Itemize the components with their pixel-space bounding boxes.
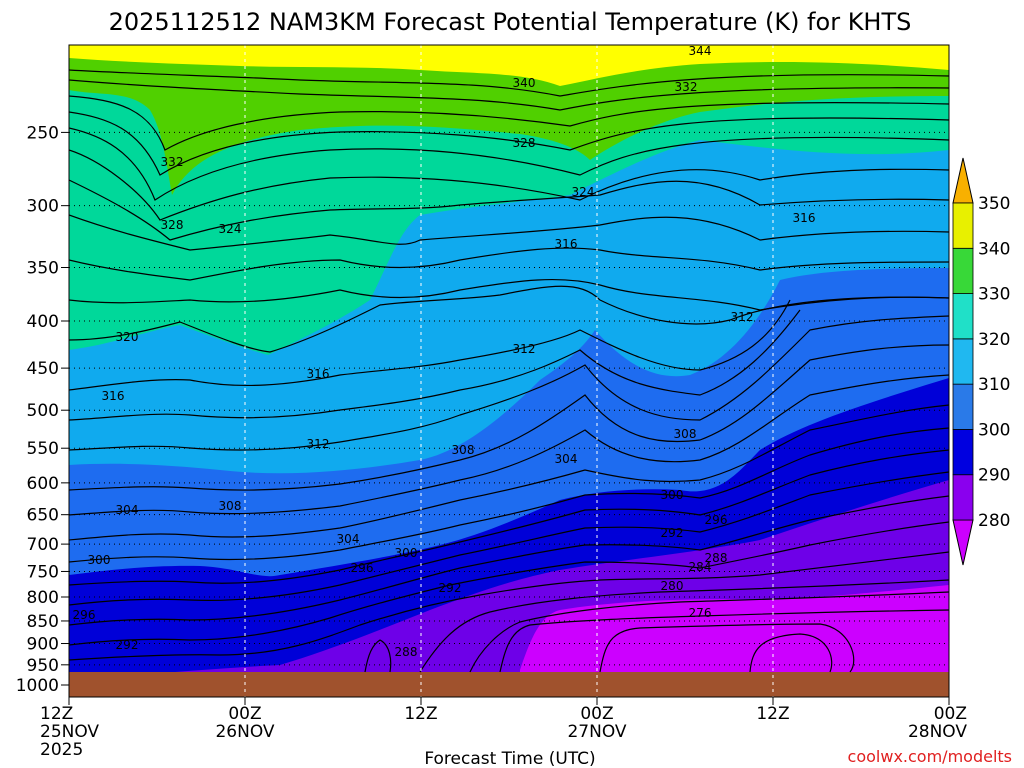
band-below-280 <box>520 585 949 697</box>
contour-label: 292 <box>116 638 139 652</box>
contour-label: 340 <box>513 76 536 90</box>
x-tick-label: 27NOV <box>567 722 626 742</box>
x-tick-label: 12Z <box>40 704 73 724</box>
x-tick-label: 00Z <box>580 704 613 724</box>
contour-label: 308 <box>219 499 242 513</box>
x-axis-title: Forecast Time (UTC) <box>424 749 595 768</box>
y-tick-label: 500 <box>27 401 59 421</box>
y-tick-label: 650 <box>27 506 59 526</box>
contour-label: 288 <box>395 645 418 659</box>
x-tick-label: 12Z <box>756 704 789 724</box>
contour-label: 308 <box>674 427 697 441</box>
y-tick-label: 250 <box>27 123 59 143</box>
chart-title: 2025112512 NAM3KM Forecast Potential Tem… <box>109 8 912 36</box>
contour-label: 292 <box>661 526 684 540</box>
contour-label: 300 <box>395 546 418 560</box>
colorbar-segment <box>952 383 974 430</box>
ground-surface <box>69 672 949 697</box>
contour-label: 288 <box>705 551 728 565</box>
contour-label: 308 <box>452 443 475 457</box>
colorbar-label: 320 <box>978 330 1010 350</box>
y-tick-label: 800 <box>27 588 59 608</box>
y-tick-label: 400 <box>27 312 59 332</box>
contour-label: 304 <box>555 452 578 466</box>
plot-area <box>69 45 949 697</box>
contour-label: 304 <box>337 532 360 546</box>
colorbar-segment <box>952 474 974 521</box>
plot-frame <box>68 44 950 698</box>
contour-label: 296 <box>705 513 728 527</box>
x-tick-label: 2025 <box>40 740 83 760</box>
contour-label: 312 <box>307 437 330 451</box>
contour-label: 324 <box>219 222 242 236</box>
credit-text: coolwx.com/modelts <box>848 747 1012 766</box>
colorbar-segment <box>952 293 974 340</box>
contour-label: 332 <box>675 80 698 94</box>
y-tick-label: 1000 <box>16 676 59 696</box>
y-tick-label: 550 <box>27 439 59 459</box>
contour-label: 320 <box>116 330 139 344</box>
y-axis: 250 300 350 400 450 500 550 600 650 700 750 800 850 9… <box>16 123 69 696</box>
contour-label: 316 <box>793 211 816 225</box>
colorbar-segment <box>952 429 974 476</box>
x-tick-label: 26NOV <box>215 722 274 742</box>
y-tick-label: 700 <box>27 535 59 555</box>
contour-label: 316 <box>307 367 330 381</box>
x-tick-label: 12Z <box>404 704 437 724</box>
y-tick-label: 850 <box>27 612 59 632</box>
colorbar-arrow-top <box>952 157 974 204</box>
grid-lines <box>69 45 949 697</box>
colorbar-segment <box>952 247 974 294</box>
colorbar-label: 300 <box>978 420 1010 440</box>
y-tick-label: 600 <box>27 474 59 494</box>
x-tick-label: 28NOV <box>908 722 967 742</box>
contour-label: 296 <box>73 608 96 622</box>
colorbar-label: 280 <box>978 511 1010 531</box>
x-tick-label: 00Z <box>934 704 967 724</box>
contour-label: 304 <box>116 503 139 517</box>
contour-label: 344 <box>689 44 712 58</box>
contour-label: 324 <box>572 185 595 199</box>
contour-label: 328 <box>161 218 184 232</box>
contour-label: 316 <box>555 237 578 251</box>
colorbar-segment <box>952 338 974 385</box>
x-tick-label: 25NOV <box>40 722 99 742</box>
contour-lines <box>69 69 949 673</box>
contour-label: 276 <box>689 606 712 620</box>
y-tick-label: 750 <box>27 562 59 582</box>
y-tick-label: 900 <box>27 635 59 655</box>
colorbar-label: 340 <box>978 239 1010 259</box>
colorbar-arrow-bottom <box>952 519 974 566</box>
contour-label: 296 <box>351 561 374 575</box>
colorbar: 280 290 300 310 320 330 340 350 <box>952 157 1010 566</box>
contour-label-group: 344 340 332 332 328 324 328 324 316 316 320 312 316 3… <box>73 44 816 659</box>
colorbar-label: 350 <box>978 194 1010 214</box>
contour-label: 284 <box>689 560 712 574</box>
contour-label: 316 <box>102 389 125 403</box>
contour-label: 292 <box>439 581 462 595</box>
contour-label: 300 <box>88 553 111 567</box>
x-tick-label: 00Z <box>228 704 261 724</box>
contour-label: 328 <box>513 136 536 150</box>
y-tick-label: 300 <box>27 197 59 217</box>
y-tick-label: 350 <box>27 259 59 279</box>
colorbar-label: 330 <box>978 285 1010 305</box>
contour-label: 280 <box>661 579 684 593</box>
colorbar-label: 290 <box>978 466 1010 486</box>
colorbar-segment <box>952 202 974 249</box>
contour-label: 312 <box>513 342 536 356</box>
y-tick-label: 450 <box>27 359 59 379</box>
contour-label: 300 <box>661 488 684 502</box>
colorbar-label: 310 <box>978 375 1010 395</box>
contour-label: 312 <box>731 310 754 324</box>
y-tick-label: 950 <box>27 656 59 676</box>
contour-label: 332 <box>161 155 184 169</box>
